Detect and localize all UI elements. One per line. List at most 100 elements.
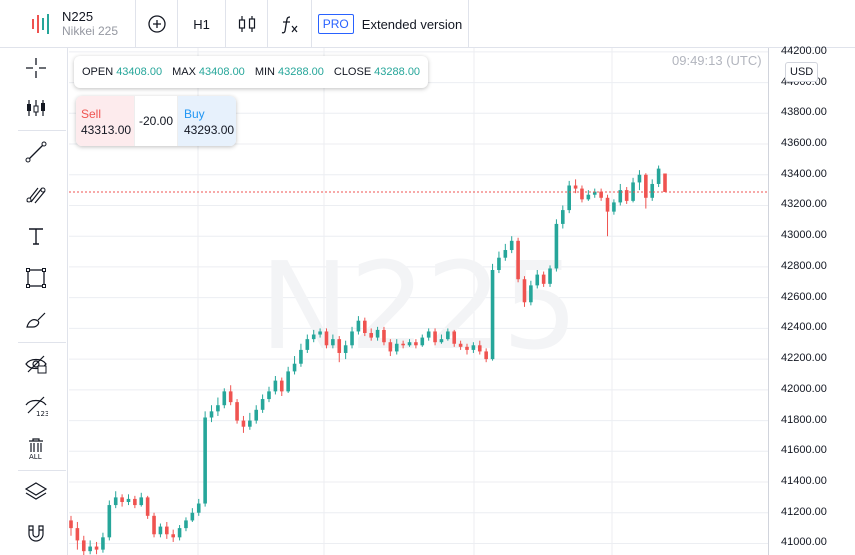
price-axis[interactable]: 41000.00 41200.00 41400.00 41600.00 41800.00…: [768, 44, 855, 555]
candle-body: [605, 197, 610, 212]
candle-body: [433, 331, 437, 343]
price-tick-label: 41000.00: [781, 536, 827, 549]
brush-icon: [26, 312, 46, 328]
candle-body: [235, 402, 239, 421]
candle-body: [656, 168, 661, 184]
candle-body: [561, 210, 565, 224]
candle-body: [324, 331, 329, 346]
candle-body: [650, 183, 655, 198]
sell-price: 43313.00: [81, 123, 132, 137]
candle-body: [196, 503, 201, 513]
candle-body: [567, 185, 571, 211]
candle-body: [133, 498, 137, 506]
price-tick-label: 41600.00: [781, 444, 827, 457]
candle-body: [203, 417, 207, 504]
price-tick-label: 41400.00: [781, 475, 827, 488]
brush-tool[interactable]: [24, 304, 64, 336]
candle-body: [529, 285, 533, 303]
candle-body: [637, 174, 642, 183]
pro-badge: PRO: [317, 14, 354, 34]
candle-body: [548, 268, 552, 284]
buy-label: Buy: [184, 107, 205, 121]
chart-pane[interactable]: N225: [69, 48, 768, 555]
candle-body: [663, 173, 667, 192]
crosshair-tool[interactable]: [24, 52, 64, 84]
candle-body: [580, 188, 584, 200]
candle-body: [573, 185, 578, 189]
candle-body: [554, 223, 559, 269]
candle-body: [586, 194, 591, 200]
currency-badge[interactable]: USD: [785, 62, 819, 82]
candle-body: [254, 409, 259, 421]
remove-all-tool[interactable]: ALL: [24, 432, 64, 464]
candlestick-chart[interactable]: N225: [69, 48, 768, 555]
hide-indicators-tool[interactable]: 123: [24, 390, 64, 422]
price-tick-label: 44200.00: [781, 44, 827, 57]
price-tick-label: 43800.00: [781, 106, 827, 119]
layers-tool[interactable]: [24, 476, 64, 508]
candle-body: [113, 497, 118, 506]
chart-type-button[interactable]: [226, 0, 268, 48]
trendline-tool[interactable]: [24, 136, 64, 168]
bars-tool[interactable]: [24, 92, 64, 124]
candle-body: [618, 190, 623, 203]
candles-group: [69, 165, 667, 555]
candle-body: [471, 345, 476, 350]
min-label: MIN: [254, 66, 275, 78]
candle-body: [120, 497, 124, 502]
candle-body: [69, 520, 73, 529]
fib-tool[interactable]: [24, 178, 64, 210]
magnet-icon: [28, 525, 44, 542]
candle-body: [279, 380, 284, 392]
compare-button[interactable]: [136, 0, 178, 48]
candle-body: [394, 343, 399, 352]
layers-icon: [24, 482, 48, 500]
candle-body: [311, 334, 316, 340]
price-tick-label: 43200.00: [781, 198, 827, 211]
price-tick-label: 41200.00: [781, 505, 827, 518]
price-tick-label: 42800.00: [781, 259, 827, 272]
extended-version-button[interactable]: PRO Extended version: [312, 0, 469, 48]
ohlc-legend: OPEN 43408.00 MAX 43408.00 MIN 43288.00 …: [74, 56, 429, 88]
candle-body: [101, 537, 105, 550]
candle-body: [484, 351, 488, 360]
candle-body: [497, 257, 501, 271]
candle-body: [375, 329, 380, 338]
candle-body: [260, 399, 265, 410]
candle-body: [350, 331, 354, 346]
rectangle-tool[interactable]: [24, 262, 64, 294]
candle-body: [369, 332, 373, 338]
candle-body: [509, 240, 514, 251]
hide-drawings-tool[interactable]: [24, 348, 64, 380]
symbol-selector[interactable]: N225 Nikkei 225: [26, 0, 136, 48]
open-label: OPEN: [82, 66, 114, 78]
candle-body: [248, 420, 252, 427]
magnet-tool[interactable]: [24, 518, 64, 550]
buy-button[interactable]: Buy 43293.00: [178, 96, 236, 146]
candle-body: [490, 270, 495, 360]
min-value: 43288.00: [277, 66, 324, 78]
price-tick-label: 41800.00: [781, 413, 827, 426]
candle-body: [592, 191, 597, 195]
svg-text:ALL: ALL: [29, 453, 42, 460]
candle-body: [337, 339, 342, 353]
indicators-button[interactable]: [268, 0, 312, 48]
candle-body: [318, 331, 322, 335]
candle-body: [541, 274, 546, 284]
symbol-description: Nikkei 225: [62, 24, 119, 38]
candle-body: [209, 411, 214, 418]
candle-body: [216, 405, 220, 412]
candle-body: [184, 520, 188, 529]
sell-button[interactable]: Sell 43313.00: [76, 96, 134, 146]
candles-icon: [238, 16, 255, 32]
interval-button[interactable]: H1: [178, 0, 226, 48]
candle-body: [267, 391, 271, 400]
candle-body: [426, 331, 431, 338]
svg-text:123: 123: [36, 410, 48, 418]
candle-body: [88, 546, 92, 552]
text-tool[interactable]: [24, 220, 64, 252]
candle-body: [273, 380, 278, 392]
spread-value: -20.00: [134, 96, 178, 146]
candle-body: [126, 498, 131, 502]
open-value: 43408.00: [116, 66, 163, 78]
